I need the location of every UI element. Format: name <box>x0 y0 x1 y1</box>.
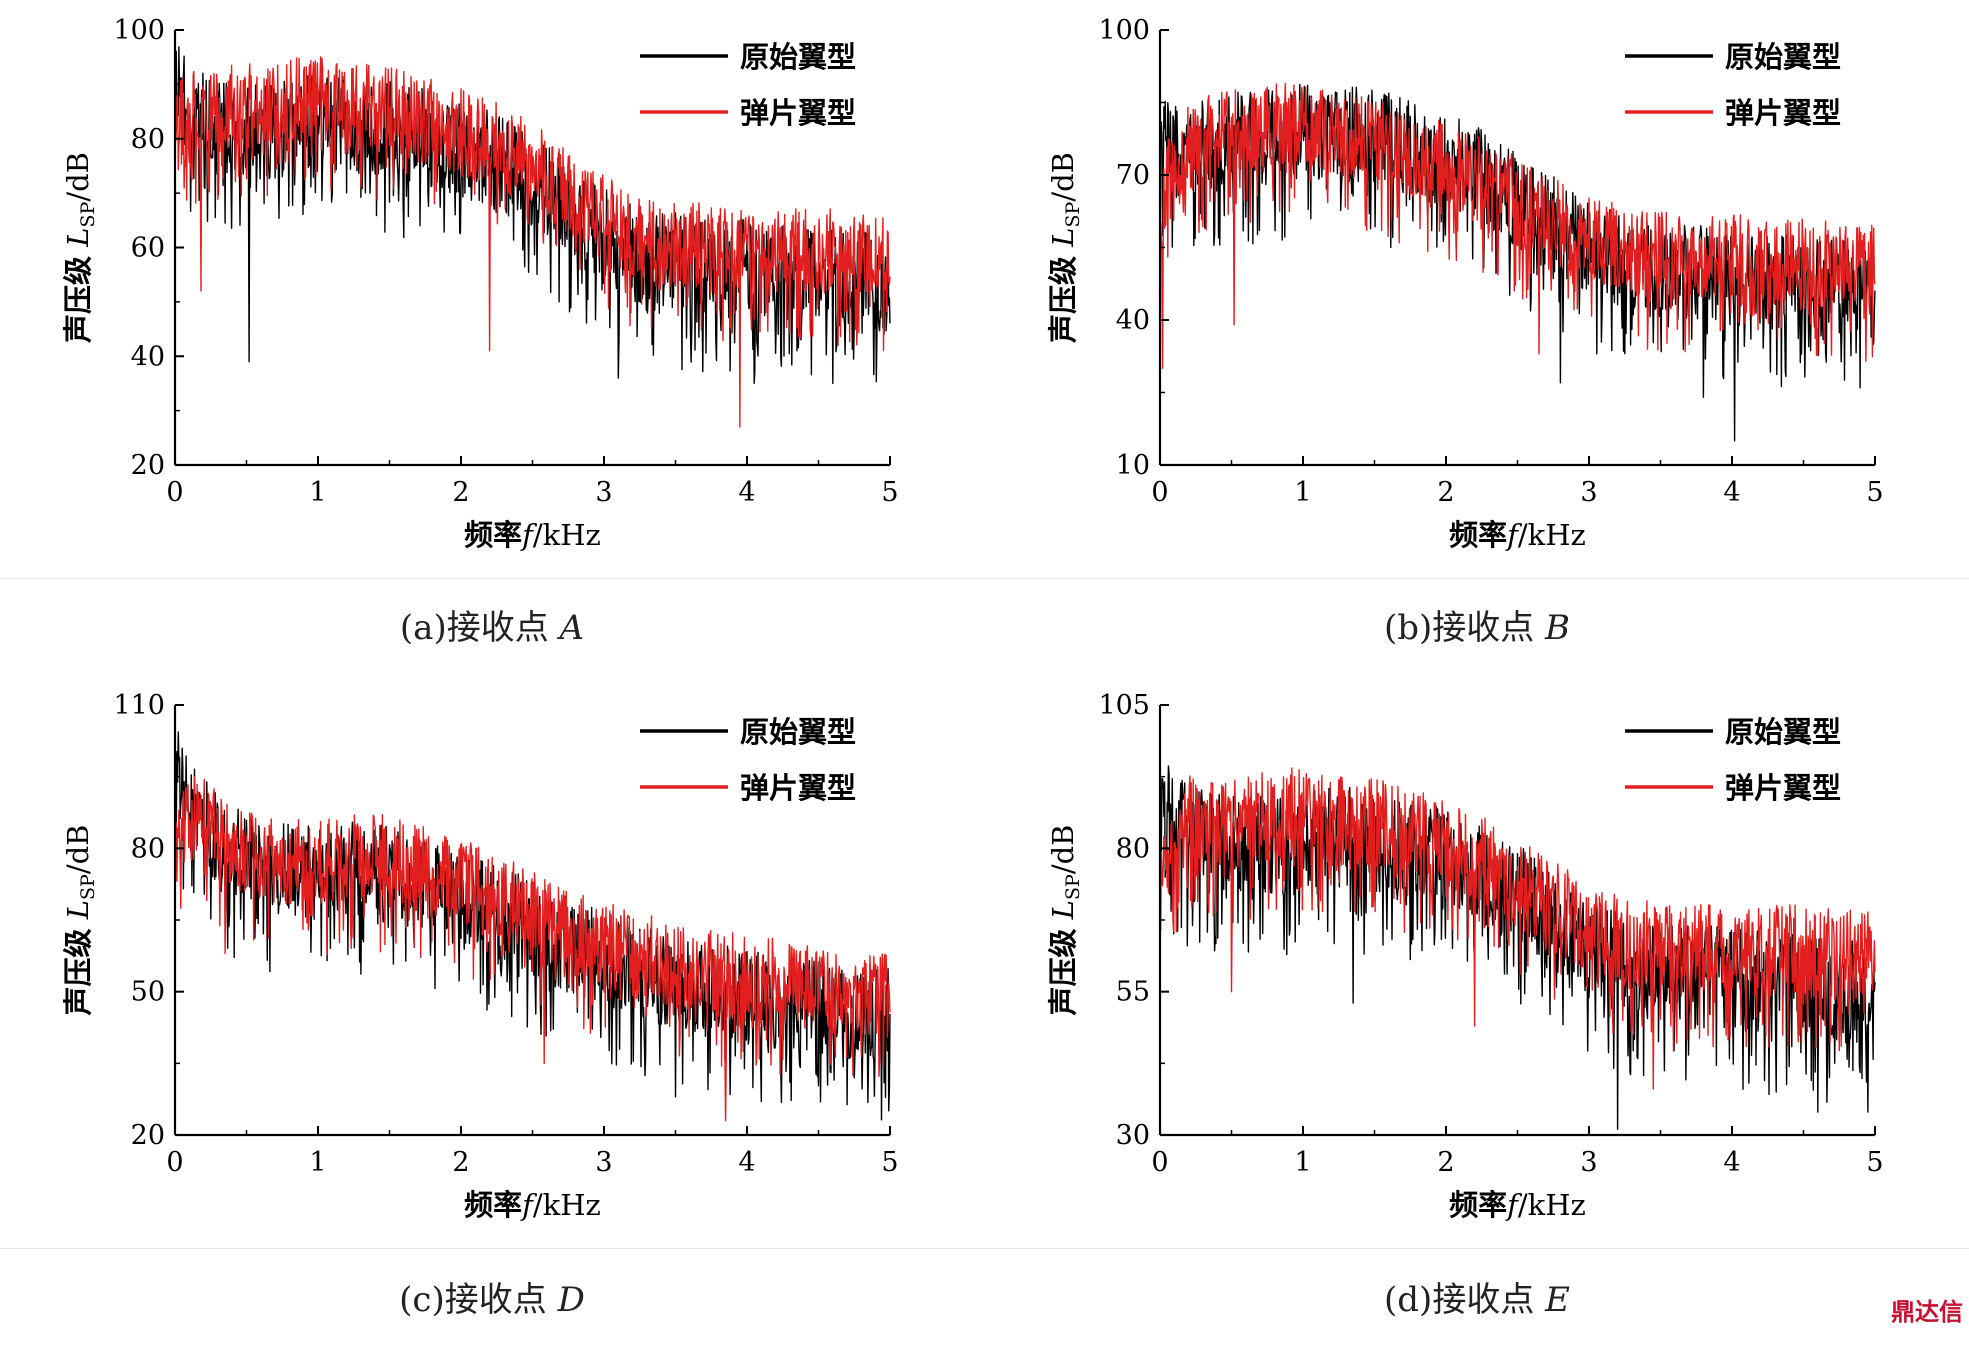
x-tick-label: 2 <box>452 477 469 508</box>
y-tick-label: 80 <box>131 833 165 864</box>
x-tick-label: 4 <box>738 477 755 508</box>
x-axis-title: 频率f/kHz <box>1449 1188 1586 1222</box>
y-axis-title-group: 声压级 LSP/dB <box>61 825 99 1016</box>
x-tick-label: 0 <box>166 1147 183 1178</box>
x-tick-label: 4 <box>738 1147 755 1178</box>
y-tick-label: 80 <box>131 124 165 155</box>
y-tick-label: 80 <box>1116 833 1150 864</box>
chart-panel-c: 0 1 2 3 4 5 20 50 80 110 频率f/kHz 声压级 LSP/dB 原始翼型弹片翼型… <box>0 675 984 1350</box>
caption-b: (b)接收点 B <box>985 600 1969 649</box>
chart-panel-b: 0 1 2 3 4 5 10 40 70 100 频率f/kHz 声压级 LSP/dB 原始翼型弹片翼型… <box>985 0 1969 675</box>
y-tick-label: 40 <box>1116 305 1150 336</box>
x-axis-title: 频率f/kHz <box>1449 518 1586 552</box>
y-tick-label: 60 <box>131 233 165 264</box>
y-axis-title-group: 声压级 LSP/dB <box>61 152 99 343</box>
caption-a-label: (a)接收点 <box>399 608 549 648</box>
series-line-flap <box>174 56 891 428</box>
x-tick-label: 1 <box>1294 1147 1311 1178</box>
y-tick-label: 70 <box>1116 160 1150 191</box>
y-tick-label: 110 <box>113 690 165 721</box>
y-tick-label: 105 <box>1098 690 1150 721</box>
y-axis-title-group: 声压级 LSP/dB <box>1046 825 1084 1016</box>
x-tick-label: 5 <box>1866 1147 1883 1178</box>
legend-label: 原始翼型 <box>740 40 856 74</box>
y-axis-title: 声压级 LSP/dB <box>1046 825 1084 1016</box>
chart-svg-a: 0 1 2 3 4 5 20 40 60 80 100 频率f/kHz 声压级 LSP/dB 原始翼型弹片… <box>61 15 899 552</box>
series-line-original <box>1159 765 1876 1130</box>
chart-panel-a: 0 1 2 3 4 5 20 40 60 80 100 频率f/kHz 声压级 LSP/dB 原始翼型弹片… <box>0 0 984 675</box>
y-axis-title-group: 声压级 LSP/dB <box>1046 152 1084 343</box>
legend-label: 原始翼型 <box>740 715 856 749</box>
caption-d-point: E <box>1545 1280 1570 1320</box>
series-line-flap <box>1159 767 1876 1090</box>
x-tick-label: 3 <box>595 477 612 508</box>
x-tick-label: 3 <box>595 1147 612 1178</box>
x-tick-label: 1 <box>1294 477 1311 508</box>
x-tick-label: 1 <box>309 1147 326 1178</box>
y-tick-label: 10 <box>1116 450 1150 481</box>
chart-panel-d: 0 1 2 3 4 5 30 55 80 105 频率f/kHz 声压级 LSP/dB 原始翼型弹片翼型… <box>985 675 1969 1350</box>
x-tick-label: 3 <box>1580 1147 1597 1178</box>
y-axis-title: 声压级 LSP/dB <box>61 152 99 343</box>
caption-b-label: (b)接收点 <box>1383 608 1535 648</box>
y-axis-title: 声压级 LSP/dB <box>61 825 99 1016</box>
legend-label: 弹片翼型 <box>1725 771 1841 805</box>
legend-label: 弹片翼型 <box>1725 96 1841 130</box>
x-axis-title: 频率f/kHz <box>464 1188 601 1222</box>
y-tick-label: 100 <box>1098 15 1150 46</box>
caption-c-point: D <box>557 1280 585 1320</box>
row-divider-top <box>0 578 1969 579</box>
x-tick-label: 2 <box>1437 1147 1454 1178</box>
x-axis-title: 频率f/kHz <box>464 518 601 552</box>
x-tick-label: 5 <box>881 1147 898 1178</box>
caption-a-point: A <box>559 608 585 648</box>
legend-label: 弹片翼型 <box>740 96 856 130</box>
y-tick-label: 55 <box>1116 977 1150 1008</box>
caption-d-label: (d)接收点 <box>1384 1280 1535 1320</box>
x-tick-label: 2 <box>1437 477 1454 508</box>
y-tick-label: 100 <box>113 15 165 46</box>
x-tick-label: 0 <box>1151 1147 1168 1178</box>
legend-label: 原始翼型 <box>1725 715 1841 749</box>
legend-label: 原始翼型 <box>1725 40 1841 74</box>
x-tick-label: 2 <box>452 1147 469 1178</box>
legend-label: 弹片翼型 <box>740 771 856 805</box>
row-divider-bottom <box>0 1248 1969 1249</box>
x-tick-label: 5 <box>1866 477 1883 508</box>
x-tick-label: 0 <box>166 477 183 508</box>
caption-c: (c)接收点 D <box>0 1272 984 1321</box>
y-tick-label: 20 <box>131 450 165 481</box>
series-line-flap <box>174 775 891 1122</box>
series-line-flap <box>1159 83 1876 369</box>
x-tick-label: 4 <box>1723 477 1740 508</box>
watermark-logo: 鼎达信 <box>1891 1298 1963 1326</box>
x-tick-label: 1 <box>309 477 326 508</box>
y-tick-label: 30 <box>1116 1120 1150 1151</box>
x-tick-label: 3 <box>1580 477 1597 508</box>
y-axis-title: 声压级 LSP/dB <box>1046 152 1084 343</box>
caption-c-label: (c)接收点 <box>399 1280 547 1320</box>
x-tick-label: 4 <box>1723 1147 1740 1178</box>
caption-a: (a)接收点 A <box>0 600 984 649</box>
x-tick-label: 0 <box>1151 477 1168 508</box>
y-tick-label: 50 <box>131 977 165 1008</box>
x-tick-label: 5 <box>881 477 898 508</box>
y-tick-label: 20 <box>131 1120 165 1151</box>
caption-b-point: B <box>1545 608 1571 648</box>
y-tick-label: 40 <box>131 341 165 372</box>
caption-d: (d)接收点 E <box>985 1272 1969 1321</box>
